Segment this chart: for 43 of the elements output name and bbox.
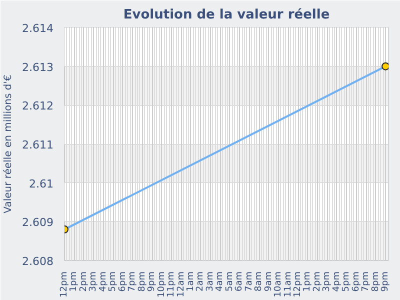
x-tick-label: 10am <box>274 272 284 298</box>
x-tick-label: 5pm <box>342 271 352 292</box>
x-tick-label: 1pm <box>69 271 80 292</box>
x-tick-label: 3pm <box>322 271 332 292</box>
x-tick-label: 9pm <box>380 271 391 292</box>
x-tick-label: 9am <box>264 271 274 292</box>
x-tick-label: 4pm <box>98 271 108 292</box>
x-tick-label: 8pm <box>370 271 381 292</box>
y-tick-label: 2.614 <box>22 22 54 35</box>
x-tick-label: 2am <box>196 271 206 292</box>
x-tick-label: 7pm <box>361 271 372 292</box>
x-tick-label: 2pm <box>312 271 322 292</box>
x-tick-label: 1pm <box>302 271 313 292</box>
x-tick-label: 12pm <box>293 271 304 298</box>
x-tick-label: 6pm <box>118 271 128 292</box>
x-tick-label: 5am <box>224 271 235 292</box>
x-tick-label: 3am <box>205 271 216 292</box>
x-tick-label: 11pm <box>166 271 177 298</box>
y-tick-label: 2.61 <box>29 177 54 190</box>
y-axis-title: Valeur réelle en millions d'€ <box>3 74 14 214</box>
x-tick-label: 8am <box>254 271 264 292</box>
chart-title: Evolution de la valeur réelle <box>123 8 330 22</box>
x-tick-label: 8pm <box>137 271 148 292</box>
x-tick-label: 4pm <box>332 271 342 292</box>
y-tick-label: 2.613 <box>22 60 54 74</box>
x-tick-label: 5pm <box>108 271 118 292</box>
x-tick-label: 4am <box>215 271 226 292</box>
y-tick-label: 2.608 <box>22 255 54 268</box>
x-tick-label: 12am <box>176 272 186 298</box>
x-tick-label: 11am <box>283 272 294 298</box>
x-tick-label: 9pm <box>147 271 158 292</box>
x-tick-label: 3pm <box>88 271 99 292</box>
y-tick-label: 2.609 <box>22 216 54 230</box>
x-tick-label: 6pm <box>351 271 362 292</box>
x-tick-label: 10pm <box>156 271 167 298</box>
x-tick-label: 2pm <box>78 271 89 292</box>
y-tick-label: 2.611 <box>22 138 54 152</box>
x-tick-label: 1am <box>186 271 196 292</box>
x-tick-label: 6am <box>234 271 245 292</box>
x-tick-label: 12pm <box>60 271 70 298</box>
x-tick-label: 7am <box>244 271 254 292</box>
x-tick-label: 7pm <box>128 271 138 292</box>
y-tick-label: 2.612 <box>22 100 54 113</box>
